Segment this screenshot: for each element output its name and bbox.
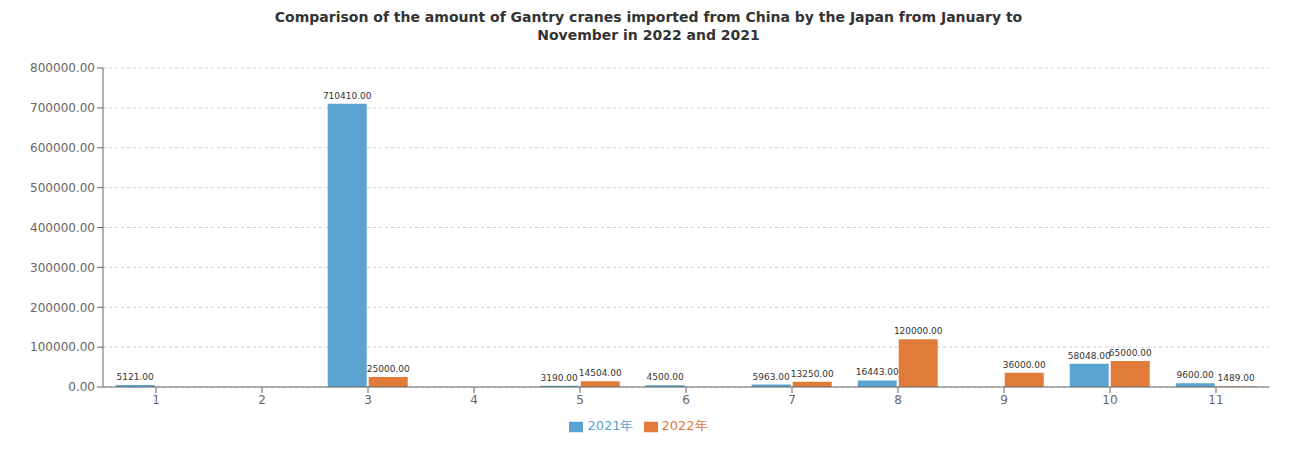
svg-text:4500.00: 4500.00 [647,372,684,382]
svg-text:120000.00: 120000.00 [894,326,943,336]
svg-text:65000.00: 65000.00 [1109,348,1152,358]
svg-text:300000.00: 300000.00 [30,261,95,275]
svg-text:5: 5 [576,393,584,407]
svg-text:700000.00: 700000.00 [30,101,95,115]
html-text:2022年: 2022年 [661,418,708,433]
svg-text:800000.00: 800000.00 [30,61,95,75]
svg-text:8: 8 [894,393,902,407]
html-text:Comparison of the amount of Ga: Comparison of the amount of Gantry crane… [274,9,1023,25]
svg-text:6: 6 [682,393,690,407]
svg-text:25000.00: 25000.00 [367,364,410,374]
svg-text:3190.00: 3190.00 [541,373,578,383]
svg-text:710410.00: 710410.00 [323,91,372,101]
svg-text:400000.00: 400000.00 [30,221,95,235]
svg-text:10: 10 [1102,393,1117,407]
svg-text:58048.00: 58048.00 [1068,351,1111,361]
html-text:November in 2022 and 2021: November in 2022 and 2021 [537,27,760,43]
svg-text:9600.00: 9600.00 [1177,370,1214,380]
svg-text:5963.00: 5963.00 [753,372,790,382]
svg-text:100000.00: 100000.00 [30,340,95,354]
svg-text:200000.00: 200000.00 [30,301,95,315]
svg-text:1489.00: 1489.00 [1218,373,1255,383]
svg-text:4: 4 [470,393,478,407]
svg-text:500000.00: 500000.00 [30,181,95,195]
svg-text:14504.00: 14504.00 [579,368,622,378]
svg-text:9: 9 [1000,393,1008,407]
svg-text:0.00: 0.00 [68,380,95,394]
svg-text:1: 1 [152,393,160,407]
svg-text:36000.00: 36000.00 [1003,360,1046,370]
svg-text:600000.00: 600000.00 [30,141,95,155]
svg-text:11: 11 [1208,393,1223,407]
svg-text:5121.00: 5121.00 [117,372,154,382]
svg-text:3: 3 [364,393,372,407]
svg-text:16443.00: 16443.00 [856,367,899,377]
svg-text:2: 2 [258,393,266,407]
svg-text:13250.00: 13250.00 [791,369,834,379]
svg-text:7: 7 [788,393,796,407]
html-text:2021年: 2021年 [587,418,634,433]
